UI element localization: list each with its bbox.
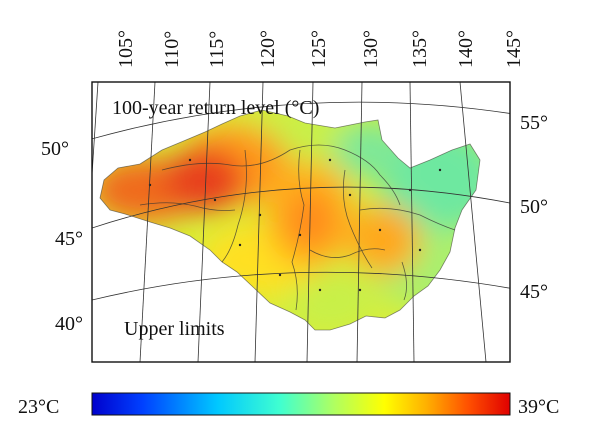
- map-note: Upper limits: [124, 318, 225, 340]
- map-title: 100-year return level (°C): [112, 97, 319, 119]
- lon-tick-label: 130°: [360, 30, 382, 68]
- lat-tick-label: 50°: [41, 138, 69, 160]
- lon-tick-labels: 105° 110° 115° 120° 125° 130° 135° 140° …: [115, 30, 525, 68]
- lon-tick-label: 140°: [455, 30, 477, 68]
- lon-tick-label: 110°: [161, 31, 183, 68]
- lat-tick-label: 50°: [520, 196, 548, 218]
- lat-tick-label: 40°: [55, 313, 83, 335]
- graticule: [92, 82, 510, 362]
- lat-tick-label: 55°: [520, 112, 548, 134]
- lon-tick-label: 120°: [257, 30, 279, 68]
- lon-tick-label: 105°: [115, 30, 137, 68]
- colorbar-gradient: [91, 392, 511, 416]
- lat-tick-label: 45°: [520, 281, 548, 303]
- colorbar-max-label: 39°C: [518, 396, 559, 418]
- lat-tick-labels-right: 55° 50° 45°: [520, 112, 548, 303]
- colorbar-min-label: 23°C: [18, 396, 59, 418]
- lon-tick-label: 125°: [308, 30, 330, 68]
- lat-tick-label: 45°: [55, 228, 83, 250]
- lat-tick-labels-left: 50° 45° 40°: [41, 138, 83, 335]
- lon-tick-label: 145°: [503, 30, 525, 68]
- map-area: 100-year return level (°C) Upper limits: [92, 82, 510, 362]
- region-boundary: [99, 109, 481, 331]
- colorbar: 23°C 39°C: [18, 392, 559, 418]
- map-frame: [91, 81, 511, 363]
- lon-tick-label: 115°: [206, 31, 228, 68]
- lon-tick-label: 135°: [409, 30, 431, 68]
